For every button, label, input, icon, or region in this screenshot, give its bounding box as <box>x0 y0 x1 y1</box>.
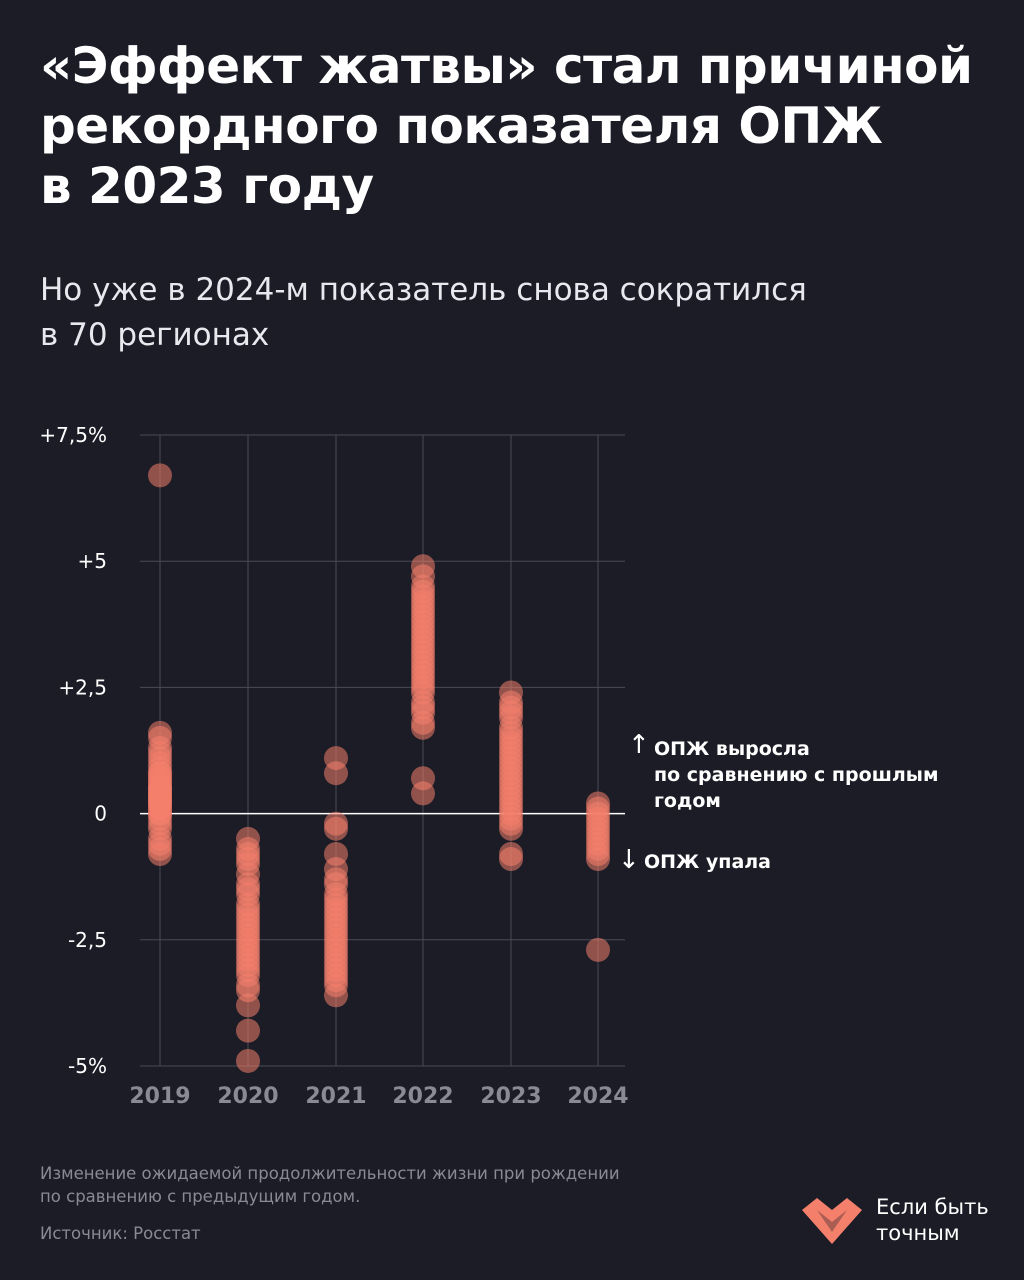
x-tick-label: 2023 <box>480 1084 541 1109</box>
page-subtitle: Но уже в 2024-м показатель снова сократи… <box>40 268 940 358</box>
page-title: «Эффект жатвы» стал причиной рекордного … <box>40 36 980 216</box>
title-line: «Эффект жатвы» стал причиной <box>40 37 973 95</box>
y-axis-ticks: +7,5% +5 +2,5 0 -2,5 -5% <box>39 423 107 1078</box>
x-tick-label: 2022 <box>392 1084 453 1109</box>
data-point <box>324 816 348 841</box>
annotation-line: ОПЖ упала <box>644 851 771 873</box>
title-line: рекордного показателя ОПЖ <box>40 97 883 155</box>
data-point <box>411 781 435 806</box>
data-point <box>324 983 348 1008</box>
y-tick-label: 0 <box>94 802 107 826</box>
chart-points <box>148 463 610 1073</box>
data-point <box>499 847 523 872</box>
logo-text-line: Если быть <box>876 1195 989 1219</box>
y-tick-label: +5 <box>78 549 107 573</box>
annotation-decrease: ↓ ОПЖ упала <box>618 847 771 875</box>
chart-grid <box>140 434 625 1067</box>
data-point <box>586 937 610 962</box>
title-line: в 2023 году <box>40 157 374 215</box>
annotation-line: по сравнению с прошлым <box>654 764 939 786</box>
data-point <box>236 993 260 1018</box>
data-point <box>236 1018 260 1043</box>
data-point <box>586 847 610 872</box>
brand-logo: Если быть точным <box>800 1194 1000 1250</box>
y-tick-label: +2,5 <box>58 675 107 699</box>
data-point <box>324 761 348 786</box>
footnote-line: Изменение ожидаемой продолжительности жи… <box>40 1164 620 1183</box>
annotation-line: годом <box>654 790 721 812</box>
scatter-chart: +7,5% +5 +2,5 0 -2,5 -5% 2019 2020 2021 2022 2023… <box>39 423 628 1109</box>
y-tick-label: -2,5 <box>68 928 107 952</box>
logo-text: Если быть точным <box>876 1194 989 1246</box>
logo-text-line: точным <box>876 1221 960 1245</box>
chart-source: Источник: Росстат <box>40 1224 201 1243</box>
data-point <box>499 816 523 841</box>
annotation-increase: ↑ ОПЖ выросла по сравнению с прошлым год… <box>628 732 939 814</box>
subtitle-line: Но уже в 2024-м показатель снова сократи… <box>40 272 807 308</box>
y-tick-label: +7,5% <box>39 423 107 447</box>
x-tick-label: 2019 <box>129 1084 190 1109</box>
heart-logo-icon <box>802 1198 862 1244</box>
up-arrow-icon: ↑ <box>628 730 650 760</box>
chart-footnote: Изменение ожидаемой продолжительности жи… <box>40 1162 620 1208</box>
data-point <box>411 715 435 740</box>
y-tick-label: -5% <box>68 1054 107 1078</box>
down-arrow-icon: ↓ <box>618 845 640 875</box>
x-tick-label: 2020 <box>217 1084 278 1109</box>
x-axis-ticks: 2019 2020 2021 2022 2023 2024 <box>129 1084 628 1109</box>
subtitle-line: в 70 регионах <box>40 317 270 353</box>
data-point <box>148 841 172 866</box>
annotation-line: ОПЖ выросла <box>654 738 810 760</box>
data-point <box>148 463 172 488</box>
x-tick-label: 2021 <box>305 1084 366 1109</box>
footnote-line: по сравнению с предыдущим годом. <box>40 1187 361 1206</box>
data-point <box>236 1048 260 1073</box>
x-tick-label: 2024 <box>567 1084 628 1109</box>
